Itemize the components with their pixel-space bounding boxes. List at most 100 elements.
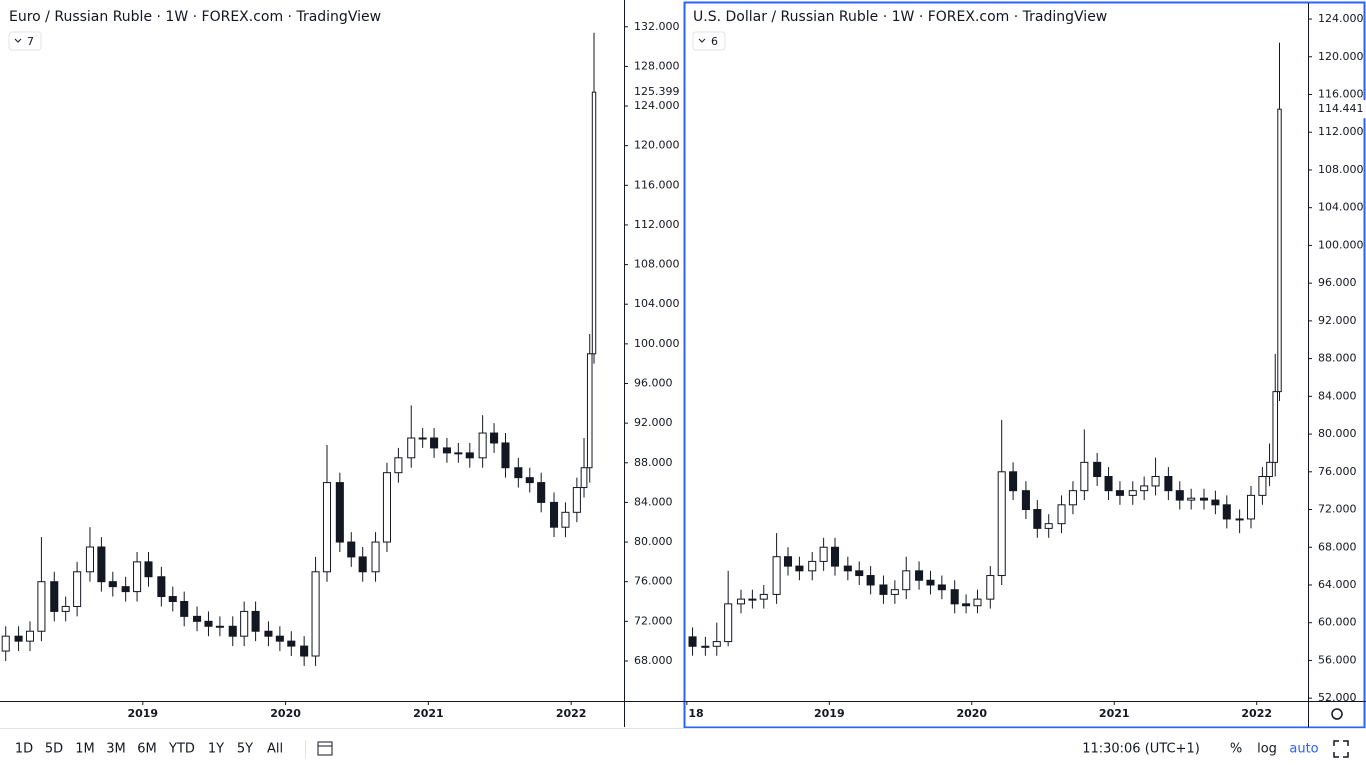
y-tick-label: 112.000 [1318, 125, 1364, 138]
settings-icon[interactable] [1331, 708, 1343, 720]
candle-body [783, 556, 793, 567]
candle-body [144, 561, 153, 578]
last-price-box [625, 83, 682, 102]
last-price-box [1309, 100, 1366, 119]
candle-body [121, 586, 130, 593]
candle-body [1222, 504, 1231, 520]
y-tick-label: 104.000 [634, 297, 680, 310]
range-button[interactable]: 1D [15, 742, 33, 757]
y-tick-label: 72.000 [634, 614, 673, 627]
candle-body [736, 598, 746, 605]
candle-body [819, 546, 828, 562]
range-button[interactable]: 6M [137, 742, 157, 757]
candle-body [879, 584, 888, 595]
range-button[interactable]: 5D [45, 742, 63, 757]
candle-body [407, 437, 416, 459]
y-tick-label: 68.000 [634, 654, 673, 667]
y-tick-label: 116.000 [1318, 87, 1364, 100]
candle-body [133, 561, 142, 593]
candle-body [264, 630, 273, 637]
candle-body [311, 571, 320, 657]
y-tick-label: 124.000 [1318, 12, 1364, 25]
candle-body [1258, 476, 1267, 496]
range-button[interactable]: 1Y [208, 742, 224, 757]
range-button[interactable]: 3M [106, 742, 126, 757]
candle-body [73, 571, 82, 607]
fullscreen-icon[interactable] [1333, 740, 1349, 758]
candle-body [1, 635, 10, 652]
range-button[interactable]: All [267, 742, 283, 757]
indicator-toggle[interactable] [8, 31, 42, 51]
candle-body [514, 467, 523, 479]
y-tick-label: 84.000 [634, 495, 673, 508]
candle-body [193, 615, 202, 622]
candle-body [1068, 490, 1077, 506]
candle-body [973, 598, 982, 607]
scale-option[interactable]: log [1257, 742, 1277, 757]
candle-body [580, 467, 588, 489]
candle-body [1277, 108, 1282, 393]
candle-body [490, 432, 499, 444]
candle-body [772, 556, 781, 595]
candle-body [1246, 494, 1256, 520]
candle-body [855, 570, 864, 577]
candle-body [561, 511, 570, 528]
candle-body [843, 565, 852, 572]
range-button[interactable]: 1M [75, 742, 95, 757]
y-tick-label: 84.000 [1318, 389, 1357, 402]
date-range-icon[interactable] [317, 741, 333, 756]
range-button[interactable]: 5Y [237, 742, 253, 757]
y-tick-label: 100.000 [1318, 238, 1364, 251]
candle-body [537, 482, 546, 503]
candle-body [572, 487, 581, 513]
candle-body [442, 447, 451, 454]
scale-option[interactable]: auto [1289, 742, 1318, 757]
candle-body [915, 570, 924, 581]
candle-body [465, 452, 474, 459]
candle-body [795, 565, 804, 572]
icon-frame [317, 741, 333, 756]
candle-body [347, 541, 356, 558]
candle-body [1080, 461, 1089, 492]
candle-body [890, 589, 899, 595]
y-tick-label: 72.000 [1318, 503, 1357, 516]
y-tick-label: 128.000 [634, 59, 680, 72]
candle-body [240, 610, 249, 637]
y-tick-label: 80.000 [1318, 427, 1357, 440]
candle-body [1272, 391, 1279, 463]
candle-body [37, 581, 46, 632]
y-tick-label: 64.000 [1318, 578, 1357, 591]
last-price-label: 114.441 [1318, 102, 1364, 115]
indicator-toggle[interactable] [692, 31, 726, 51]
candle-body [724, 603, 733, 643]
y-tick-label: 92.000 [1318, 314, 1357, 327]
candle-body [251, 610, 260, 632]
x-tick-label: 2019 [127, 707, 158, 720]
y-tick-label: 56.000 [1318, 653, 1357, 666]
candle-body [1009, 471, 1018, 492]
y-tick-label: 96.000 [634, 376, 673, 389]
candle-body [830, 546, 840, 567]
candle-body [358, 556, 367, 573]
indicator-count: 6 [711, 35, 718, 48]
candle-body [501, 442, 510, 469]
candle-body [180, 601, 189, 617]
gear [1331, 708, 1343, 720]
scale-option[interactable]: % [1230, 742, 1242, 757]
candle-body [591, 91, 597, 355]
candle-body [808, 560, 817, 572]
candle-body [549, 501, 559, 528]
candle-body [937, 584, 946, 591]
y-tick-label: 60.000 [1318, 616, 1357, 629]
indicator-count: 7 [27, 35, 34, 48]
candle-body [300, 645, 309, 657]
candle-body [50, 581, 59, 612]
candle-body [1199, 497, 1209, 501]
clock: 11:30:06 (UTC+1) [1082, 742, 1200, 757]
y-tick-label: 112.000 [634, 218, 680, 231]
x-tick-label: 2021 [1099, 707, 1130, 720]
candle-body [61, 605, 70, 612]
range-button[interactable]: YTD [168, 742, 195, 757]
